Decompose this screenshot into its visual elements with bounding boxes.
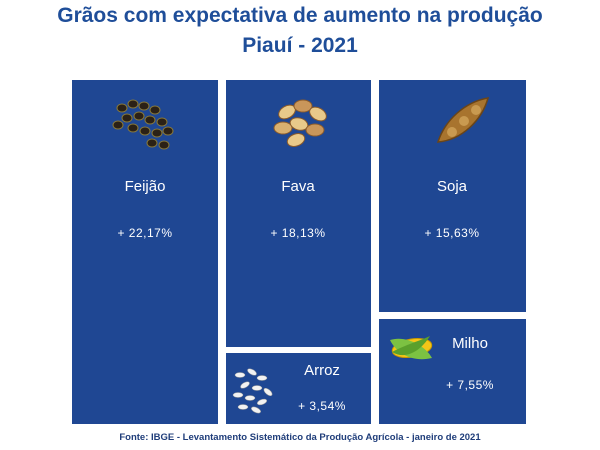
tile-label: Soja: [437, 178, 468, 195]
soy-icon: [436, 97, 490, 143]
rice-icon: [232, 368, 273, 414]
tile-label: Fava: [281, 178, 315, 195]
tile-label: Feijão: [125, 178, 166, 195]
tile: [379, 319, 526, 424]
beans-icon: [112, 99, 174, 150]
source-note: Fonte: IBGE - Levantamento Sistemático d…: [119, 432, 481, 443]
title: Grãos com expectativa de aumento na prod…: [57, 4, 542, 27]
subtitle: Piauí - 2021: [242, 34, 358, 57]
tile-value: + 3,54%: [298, 399, 346, 413]
tile-value: + 18,13%: [270, 226, 325, 240]
tile-value: + 7,55%: [446, 378, 494, 392]
tile-value: + 22,17%: [117, 226, 172, 240]
tile-value: + 15,63%: [424, 226, 479, 240]
tile-label: Milho: [452, 335, 488, 352]
tile-label: Arroz: [304, 362, 340, 379]
tile: [226, 353, 371, 424]
fava-icon: [273, 99, 327, 147]
tile: [72, 80, 218, 424]
corn-icon: [390, 336, 433, 360]
tile: [379, 80, 526, 312]
